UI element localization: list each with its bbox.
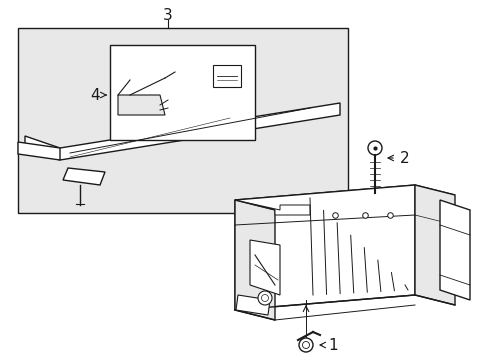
- Bar: [18, 28, 347, 213]
- Polygon shape: [414, 185, 454, 305]
- Polygon shape: [236, 295, 269, 315]
- Text: 4: 4: [90, 87, 100, 103]
- Polygon shape: [235, 200, 309, 215]
- Polygon shape: [235, 200, 274, 320]
- Polygon shape: [235, 185, 454, 210]
- Circle shape: [298, 338, 312, 352]
- Polygon shape: [118, 95, 164, 115]
- Polygon shape: [25, 103, 339, 160]
- Text: 1: 1: [327, 338, 337, 352]
- Polygon shape: [63, 168, 105, 185]
- Circle shape: [302, 342, 309, 348]
- Polygon shape: [439, 200, 469, 300]
- Circle shape: [258, 291, 271, 305]
- Circle shape: [261, 294, 268, 302]
- Polygon shape: [249, 240, 280, 295]
- Bar: [110, 45, 254, 140]
- Circle shape: [367, 141, 381, 155]
- Text: 3: 3: [163, 8, 173, 23]
- Polygon shape: [18, 142, 60, 160]
- Text: 2: 2: [399, 150, 409, 166]
- Bar: [213, 65, 241, 87]
- Polygon shape: [235, 185, 414, 310]
